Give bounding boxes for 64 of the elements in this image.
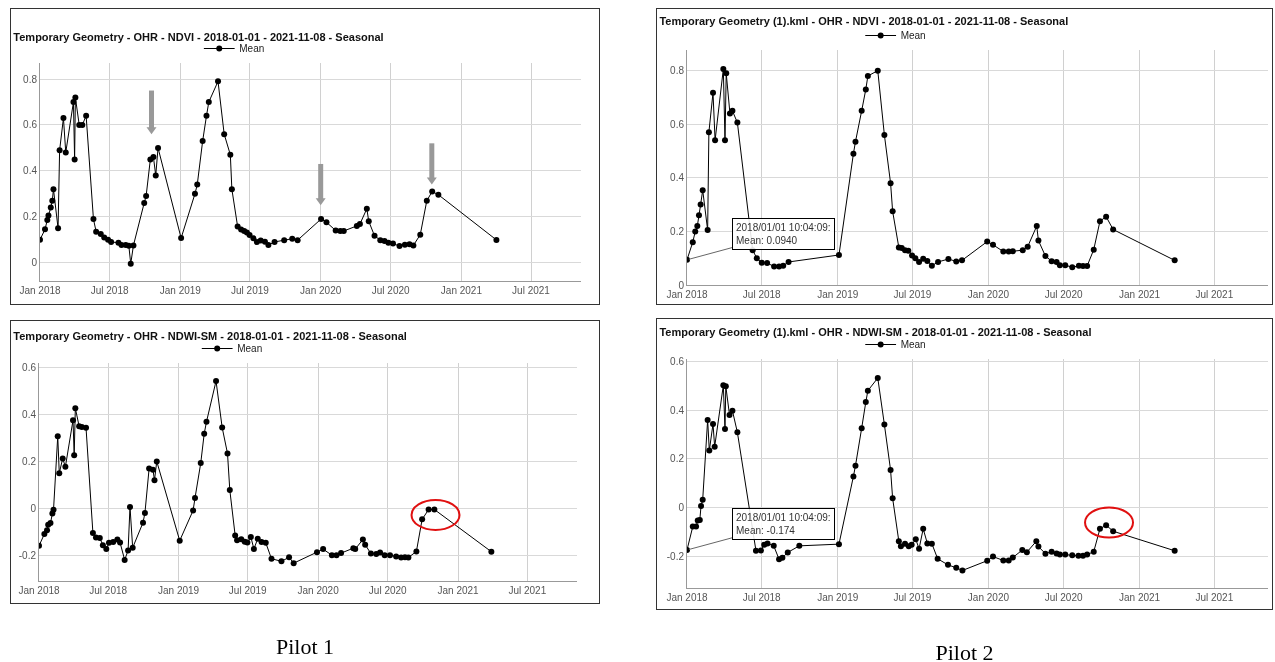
y-tick-label: 0.2 xyxy=(22,455,37,467)
legend-label: Mean xyxy=(239,43,265,55)
y-tick-label: 0 xyxy=(31,257,38,269)
x-tick-label: Jul 2020 xyxy=(368,585,408,596)
chart-title: Temporary Geometry - OHR - NDWI-SM - 2018-01-01 - 2021-11-08 - Seasonal xyxy=(13,329,407,342)
legend-label: Mean xyxy=(237,343,263,355)
y-tick-label: 0.6 xyxy=(670,118,685,130)
x-tick-label: Jan 2020 xyxy=(967,592,1010,603)
text: Pilot 2 xyxy=(934,640,995,662)
y-tick-label: 0.8 xyxy=(670,65,685,77)
x-tick-label: Jul 2019 xyxy=(231,285,270,296)
x-tick-label: Jul 2021 xyxy=(508,585,547,596)
text: Pilot 1 xyxy=(274,634,336,660)
y-tick-label: -0.2 xyxy=(666,550,685,562)
chart-title: Temporary Geometry - OHR - NDVI - 2018-01-01 - 2021-11-08 - Seasonal xyxy=(13,30,384,43)
y-tick-label: 0 xyxy=(678,502,685,514)
y-tick-label: 0 xyxy=(30,502,37,514)
x-tick-label: Jan 2018 xyxy=(666,592,709,603)
y-tick-label: 0.8 xyxy=(23,73,38,85)
x-tick-label: Jan 2019 xyxy=(159,285,202,296)
y-tick-label: -0.2 xyxy=(18,549,37,561)
x-tick-label: Jan 2019 xyxy=(817,592,859,603)
x-tick-label: Jan 2021 xyxy=(440,285,483,296)
x-tick-label: Jul 2020 xyxy=(1044,592,1083,603)
x-tick-label: Jan 2018 xyxy=(666,289,709,300)
y-tick-label: 0.4 xyxy=(670,172,685,184)
x-tick-label: Jan 2021 xyxy=(1119,592,1161,603)
x-tick-label: Jul 2018 xyxy=(89,585,128,596)
x-tick-label: Jul 2020 xyxy=(371,285,411,296)
y-tick-label: 0 xyxy=(678,279,685,291)
y-tick-label: 0.2 xyxy=(670,453,685,465)
y-tick-label: 0.2 xyxy=(670,225,685,237)
x-tick-label: Jul 2021 xyxy=(1195,289,1234,300)
x-tick-label: Jan 2020 xyxy=(967,289,1010,300)
x-tick-label: Jul 2018 xyxy=(742,289,782,300)
x-tick-label: Jul 2019 xyxy=(893,592,932,603)
legend-label: Mean xyxy=(900,339,926,351)
x-tick-label: Jan 2018 xyxy=(18,585,61,596)
x-tick-label: Jul 2018 xyxy=(90,285,129,296)
x-tick-label: Jan 2020 xyxy=(300,285,342,296)
x-tick-label: Jan 2021 xyxy=(1119,289,1161,300)
y-tick-label: 0.6 xyxy=(23,119,38,131)
y-tick-label: 0.6 xyxy=(22,362,37,374)
chart-title: Temporary Geometry (1).kml - OHR - NDVI - 2018-01-01 - 2021-11-08 - Seasonal xyxy=(659,14,1069,27)
x-tick-label: Jul 2021 xyxy=(1195,592,1234,603)
x-tick-label: Jan 2019 xyxy=(817,289,859,300)
x-tick-label: Jan 2019 xyxy=(157,585,200,596)
x-tick-label: Jul 2019 xyxy=(228,585,268,596)
y-tick-label: 0.4 xyxy=(670,404,685,416)
y-tick-label: 0.2 xyxy=(23,211,38,223)
chart-title: Temporary Geometry (1).kml - OHR - NDWI-SM - 2018-01-01 - 2021-11-08 - Seasonal xyxy=(659,325,1092,338)
y-tick-label: 0.4 xyxy=(22,409,37,421)
x-tick-label: Jan 2020 xyxy=(297,585,340,596)
x-tick-label: Jul 2021 xyxy=(512,285,551,296)
x-tick-label: Jan 2018 xyxy=(19,285,62,296)
y-tick-label: 0.6 xyxy=(670,355,685,367)
annotation: 2018/01/01 10:04:09: Mean: -0.174 xyxy=(736,512,831,536)
y-tick-label: 0.4 xyxy=(23,165,38,177)
x-tick-label: Jul 2018 xyxy=(742,592,782,603)
legend-label: Mean xyxy=(900,30,926,42)
x-tick-label: Jul 2020 xyxy=(1044,289,1083,300)
annotation: 2018/01/01 10:04:09: Mean: 0.0940 xyxy=(736,222,831,246)
x-tick-label: Jul 2019 xyxy=(893,289,932,300)
x-tick-label: Jan 2021 xyxy=(437,585,480,596)
